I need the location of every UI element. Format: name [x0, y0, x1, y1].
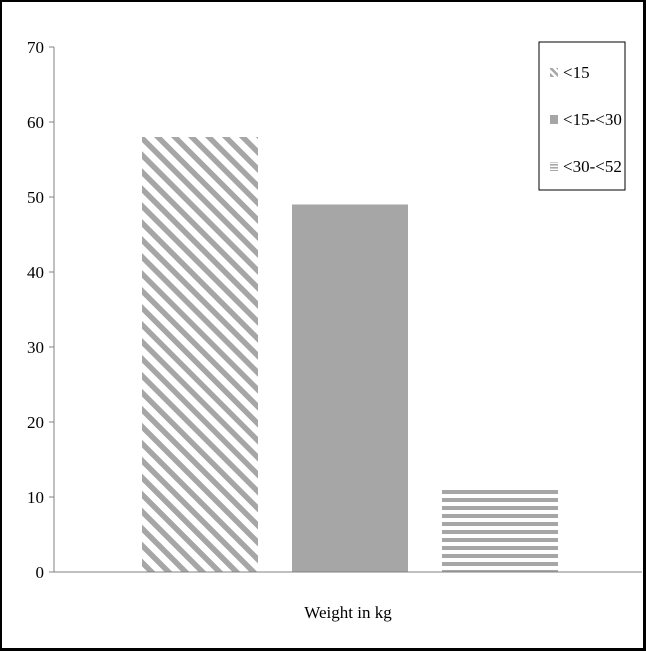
y-tick-label: 50 [27, 188, 44, 207]
y-tick-label: 60 [27, 113, 44, 132]
y-tick-label: 20 [27, 413, 44, 432]
y-tick-labels: 0 10 20 30 40 50 60 70 [27, 38, 44, 582]
legend-label-1: <15 [563, 63, 590, 82]
y-tick-label: 10 [27, 488, 44, 507]
y-tick-label: 40 [27, 263, 44, 282]
y-tick-label: 30 [27, 338, 44, 357]
y-tick-label: 0 [36, 563, 45, 582]
bar-3 [442, 489, 558, 572]
bar-1 [142, 137, 258, 572]
bar-2 [292, 204, 408, 572]
y-tick-label: 70 [27, 38, 44, 57]
bars [142, 137, 558, 572]
x-axis-label: Weight in kg [304, 603, 392, 622]
y-ticks [49, 46, 54, 573]
legend-label-2: <15-<30 [563, 110, 622, 129]
legend: <15 <15-<30 <30-<52 [538, 41, 626, 191]
legend-swatch-3 [550, 162, 558, 171]
legend-swatch-1 [550, 68, 558, 77]
legend-label-3: <30-<52 [563, 157, 622, 176]
legend-swatch-2 [550, 115, 558, 124]
